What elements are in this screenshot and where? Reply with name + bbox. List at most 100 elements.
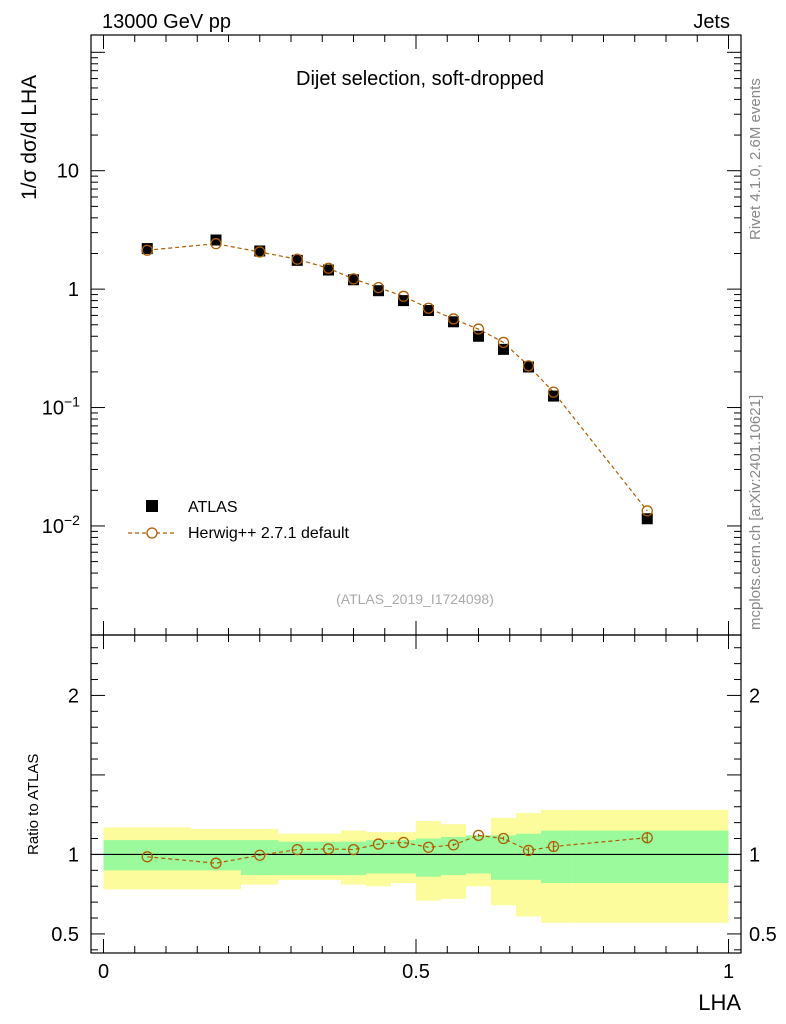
atlas-point — [373, 285, 384, 297]
atlas-point — [548, 390, 559, 402]
main-frame — [90, 34, 742, 636]
main-mc-layer — [141, 238, 653, 517]
mc-point — [322, 262, 335, 274]
main-ylabel-text: 1/σ dσ/d LHA — [18, 75, 41, 200]
mc-point — [447, 313, 460, 325]
energy-label: 13000 GeV pp — [102, 11, 231, 33]
ratio-mc-point — [522, 844, 535, 857]
rivet-label: Rivet 4.1.0, 2.6M events — [747, 78, 764, 240]
ratio-panel: 2 2 1 1 0.5 0.5 0 0.5 1 Ratio to ATLAS LHA — [25, 634, 777, 1015]
mc-point — [641, 505, 653, 517]
atlas-point — [254, 245, 266, 257]
mc-point — [422, 302, 435, 314]
atlas-point — [473, 330, 484, 342]
mc-point — [254, 246, 266, 258]
stat-band-bin — [103, 840, 191, 871]
ratio-points-layer — [141, 829, 653, 869]
x-tick-label: 0.5 — [402, 961, 430, 983]
atlas-point — [498, 343, 509, 355]
main-y-tick-label: 10 — [57, 161, 79, 183]
mc-point — [497, 336, 510, 349]
ratio-mc-point — [254, 849, 266, 861]
ratio-mc-point — [291, 844, 303, 856]
ratio-y-tick-label-right: 0.5 — [749, 924, 777, 946]
ratio-ticks-layer: 2 2 1 1 0.5 0.5 0 0.5 1 — [51, 635, 777, 983]
stat-band-bin — [491, 835, 516, 880]
ratio-mc-line — [147, 834, 648, 864]
ratio-y-tick-label-right: 1 — [749, 844, 760, 866]
ratio-frame — [90, 634, 742, 954]
atlas-point — [348, 274, 359, 286]
mcplots-label: mcplots.cern.ch [arXiv:2401.10621] — [747, 395, 764, 630]
ratio-mc-point — [472, 829, 485, 841]
mc-point — [291, 253, 303, 265]
atlas-point — [323, 264, 334, 276]
mc-point — [547, 386, 560, 398]
atlas-point — [523, 361, 534, 373]
ratio-mc-point — [497, 832, 510, 845]
stat-band-bin — [316, 841, 341, 876]
ratio-y-tick-label-left: 0.5 — [51, 924, 79, 946]
x-axis-label: LHA — [698, 990, 741, 1015]
stat-band-bin — [191, 840, 241, 871]
stat-band-bin — [416, 838, 441, 877]
ratio-bands-layer — [91, 809, 741, 923]
ratio-mc-point — [547, 840, 560, 853]
ratio-mc-point — [141, 851, 153, 863]
legend-atlas-marker — [146, 500, 158, 512]
atlas-point — [210, 234, 222, 246]
mc-point — [397, 290, 410, 302]
main-mc-curve-layer — [147, 243, 648, 512]
main-y-tick-label: 10 — [42, 398, 64, 420]
x-tick-label: 0 — [98, 961, 109, 983]
main-y-tick-exponent: −1 — [64, 394, 80, 410]
mc-point — [141, 244, 153, 256]
stat-band-bin — [341, 841, 366, 876]
ratio-curve-layer — [147, 834, 648, 864]
stat-band-bin — [516, 833, 541, 880]
ratio-y-tick-label-right: 2 — [749, 685, 760, 707]
legend: ATLAS Herwig++ 2.7.1 default — [128, 499, 350, 542]
stat-band-bin — [391, 840, 416, 874]
legend-mc-label: Herwig++ 2.7.1 default — [188, 525, 350, 542]
atlas-point — [398, 295, 409, 307]
stat-band-bin — [572, 830, 729, 884]
main-data-layer — [141, 234, 653, 525]
main-y-tick-exponent: −2 — [64, 512, 80, 528]
ratio-ylabel: Ratio to ATLAS — [25, 754, 42, 855]
atlas-point — [641, 513, 653, 525]
atlas-point — [141, 243, 153, 255]
analysis-id: (ATLAS_2019_I1724098) — [336, 591, 494, 607]
ratio-y-tick-label-left: 1 — [68, 844, 79, 866]
mc-point — [372, 281, 385, 294]
mc-point — [472, 323, 485, 335]
ratio-mc-point — [422, 841, 435, 853]
x-tick-label: 1 — [723, 961, 734, 983]
legend-atlas-label: ATLAS — [188, 499, 238, 516]
mc-line — [147, 243, 648, 512]
ratio-mc-point — [447, 839, 460, 851]
ratio-mc-point — [397, 836, 410, 849]
ratio-y-tick-label-left: 2 — [68, 685, 79, 707]
ratio-mc-point — [210, 857, 222, 869]
legend-mc-marker — [146, 527, 158, 539]
mc-point — [210, 238, 222, 250]
atlas-point — [423, 305, 434, 317]
atlas-point — [291, 254, 303, 266]
atlas-point — [448, 316, 459, 328]
main-y-tick-label: 1 — [68, 279, 79, 301]
jets-label: Jets — [693, 11, 730, 33]
ratio-mc-point — [322, 843, 335, 855]
main-y-tick-label: 10 — [42, 516, 64, 538]
mc-point — [522, 360, 535, 372]
main-ylabel: 1/σ dσ/d LHA — [18, 75, 41, 200]
stat-band-bin — [278, 841, 316, 876]
main-title: Dijet selection, soft-dropped — [296, 68, 544, 90]
ratio-mc-point — [347, 844, 360, 856]
ratio-mc-point — [641, 832, 653, 844]
stat-band-bin — [541, 830, 573, 884]
stat-band-bin — [366, 840, 391, 874]
